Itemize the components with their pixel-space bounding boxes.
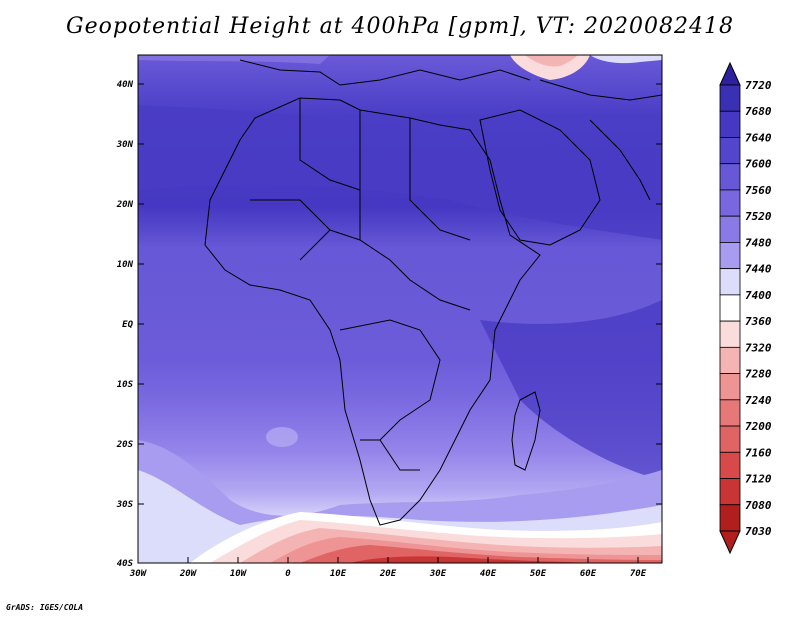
colorbar-label: 7200	[745, 420, 772, 433]
colorbar-swatch	[719, 373, 741, 401]
colorbar-swatch	[719, 504, 741, 532]
plot-frame	[137, 54, 663, 564]
lon-label: 40E	[480, 569, 497, 579]
lon-label: 20E	[379, 569, 397, 579]
lon-label: 10E	[330, 569, 347, 579]
colorbar-label: 7280	[745, 368, 772, 381]
lat-ticks	[138, 83, 662, 505]
colorbar-swatch	[719, 189, 741, 217]
lat-label: 30S	[116, 500, 134, 510]
lon-label: 20W	[179, 569, 198, 579]
colorbar-label: 7240	[745, 394, 772, 407]
colorbar-swatch	[719, 242, 741, 270]
colorbar-label: 7360	[745, 315, 772, 328]
chart-title: Geopotential Height at 400hPa [gpm], VT:…	[66, 14, 734, 39]
lat-label: 40N	[117, 80, 134, 90]
colorbar-label: 7320	[745, 341, 772, 354]
lat-label: 10S	[117, 380, 134, 390]
colorbar-swatch	[719, 163, 741, 191]
colorbar-swatch	[719, 268, 741, 296]
colorbar-label: 7440	[745, 263, 772, 276]
colorbar-label: 7160	[745, 446, 772, 459]
colorbar-swatch	[719, 399, 741, 427]
colorbar-label: 7480	[745, 236, 772, 249]
colorbar-label: 7400	[745, 289, 772, 302]
colorbar-swatch	[719, 84, 741, 112]
lat-label: 40S	[117, 559, 134, 569]
lat-label: 20N	[116, 200, 134, 210]
colorbar-swatch	[719, 110, 741, 138]
lat-label: 10N	[117, 260, 134, 270]
lon-ticks	[187, 557, 639, 563]
colorbar-arrow-top	[719, 61, 741, 86]
lat-label: 30N	[116, 140, 134, 150]
colorbar-swatch	[719, 425, 741, 453]
lat-label: EQ	[122, 320, 133, 330]
lon-label: 30W	[129, 569, 148, 579]
colorbar-swatch	[719, 137, 741, 165]
colorbar-swatch	[719, 294, 741, 322]
lon-label: 10W	[230, 569, 248, 579]
lon-label: 50E	[530, 569, 547, 579]
colorbar-label: 7560	[745, 184, 772, 197]
colorbar-label: 7080	[745, 499, 772, 512]
lon-label: 70E	[630, 569, 647, 579]
colorbar-swatch	[719, 320, 741, 348]
lat-label: 20S	[116, 440, 134, 450]
colorbar-swatch	[719, 451, 741, 479]
colorbar-label: 7680	[745, 105, 772, 118]
colorbar-label: 7600	[745, 158, 772, 171]
colorbar-label: 7720	[745, 79, 772, 92]
height-field	[138, 55, 662, 563]
colorbar-label: 7520	[745, 210, 772, 223]
colorbar-swatch	[719, 215, 741, 243]
lon-label: 30E	[429, 569, 447, 579]
lon-label: 60E	[580, 569, 597, 579]
colorbar-label: 7120	[745, 473, 772, 486]
colorbar-label: 7030	[745, 525, 772, 538]
colorbar-label: 7640	[745, 131, 772, 144]
colorbar-swatch	[719, 346, 741, 374]
colorbar-swatch	[719, 478, 741, 506]
colorbar-arrow-bottom	[719, 530, 741, 555]
lon-label: 0	[285, 569, 291, 579]
credit-text: GrADS: IGES/COLA	[6, 603, 84, 612]
colorbar: 7720 7680 7640 7600 7560 7520 7480 7440 7400 7360…	[719, 61, 772, 555]
coastlines	[204, 59, 662, 526]
